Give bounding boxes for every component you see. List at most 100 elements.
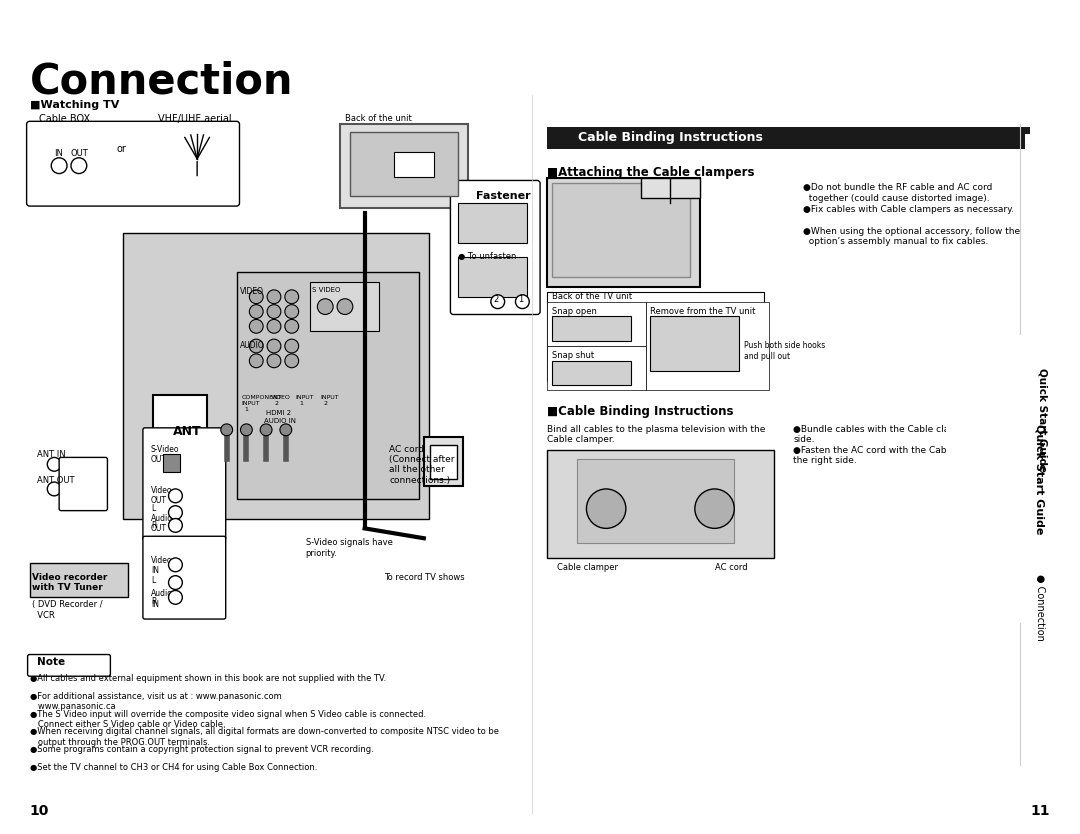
Circle shape	[285, 339, 299, 353]
Circle shape	[267, 354, 281, 368]
Text: Snap open: Snap open	[552, 307, 597, 315]
Text: Quick Start Guide: Quick Start Guide	[1038, 368, 1048, 472]
Bar	[546, 128, 1030, 149]
Bar	[552, 183, 690, 277]
Circle shape	[694, 489, 734, 529]
Circle shape	[267, 319, 281, 334]
Text: ■Attaching the Cable clampers: ■Attaching the Cable clampers	[546, 166, 755, 178]
FancyBboxPatch shape	[59, 457, 107, 510]
Circle shape	[168, 489, 183, 503]
Text: L: L	[151, 504, 156, 513]
Text: OUT: OUT	[71, 149, 89, 158]
Circle shape	[337, 299, 353, 314]
Circle shape	[249, 290, 264, 304]
FancyBboxPatch shape	[450, 180, 540, 314]
Text: Remove from the TV unit: Remove from the TV unit	[650, 307, 756, 315]
Bar	[650, 316, 739, 370]
Text: INPUT
  1: INPUT 1	[296, 395, 314, 406]
Bar	[123, 233, 429, 519]
Text: 10: 10	[29, 804, 49, 818]
Text: ■Watching TV: ■Watching TV	[29, 99, 119, 109]
Text: S VIDEO: S VIDEO	[312, 287, 341, 293]
Text: AC cord
(Connect after
all the other
connections.): AC cord (Connect after all the other con…	[389, 445, 455, 485]
Text: ANT IN: ANT IN	[38, 450, 66, 459]
Text: Fastener: Fastener	[476, 191, 530, 201]
Circle shape	[285, 304, 299, 319]
Text: ANT OUT: ANT OUT	[38, 476, 75, 485]
Text: ●Fix cables with Cable clampers as necessary.: ●Fix cables with Cable clampers as neces…	[804, 205, 1014, 214]
Text: Cable clamper: Cable clamper	[557, 563, 618, 572]
Text: HDMI 2: HDMI 2	[266, 410, 292, 416]
Text: ● To unfasten: ● To unfasten	[458, 253, 516, 261]
Text: Video
IN: Video IN	[151, 556, 173, 575]
Circle shape	[318, 299, 333, 314]
Bar	[640, 178, 700, 198]
FancyBboxPatch shape	[143, 428, 226, 540]
Text: 11: 11	[1030, 804, 1050, 818]
Text: VHF/UHF aerial: VHF/UHF aerial	[158, 114, 231, 124]
Circle shape	[267, 304, 281, 319]
Text: ●Bundle cables with the Cable clamper on the left
side.
●Fasten the AC cord with: ●Bundle cables with the Cable clamper on…	[794, 425, 1024, 465]
Text: INPUT
  2: INPUT 2	[321, 395, 339, 406]
Text: COMPONENT
INPUT
  1: COMPONENT INPUT 1	[242, 395, 282, 412]
Text: ●All cables and external equipment shown in this book are not supplied with the : ●All cables and external equipment shown…	[29, 674, 386, 683]
Bar	[546, 178, 700, 287]
Text: Cable Binding Instructions: Cable Binding Instructions	[578, 131, 762, 143]
Bar	[577, 460, 734, 543]
Text: Back of the TV unit: Back of the TV unit	[552, 292, 632, 301]
Text: Back of the unit: Back of the unit	[345, 114, 411, 123]
Text: Cable BOX: Cable BOX	[40, 114, 91, 124]
Bar	[423, 437, 463, 486]
Bar	[458, 258, 527, 297]
Circle shape	[168, 558, 183, 572]
FancyBboxPatch shape	[28, 655, 110, 676]
Bar	[152, 395, 207, 440]
Circle shape	[285, 319, 299, 334]
Text: ●For additional assistance, visit us at : www.panasonic.com
   www.panasonic.ca: ●For additional assistance, visit us at …	[29, 692, 281, 711]
Bar	[310, 282, 379, 331]
Text: R: R	[151, 521, 157, 530]
Text: ●Set the TV channel to CH3 or CH4 for using Cable Box Connection.: ●Set the TV channel to CH3 or CH4 for us…	[29, 763, 316, 772]
Text: R: R	[151, 597, 157, 606]
Text: 2: 2	[494, 295, 498, 304]
Bar	[546, 292, 764, 380]
Bar	[552, 361, 631, 385]
Circle shape	[285, 290, 299, 304]
Bar	[237, 272, 419, 499]
Text: S-Video signals have
priority.: S-Video signals have priority.	[306, 538, 392, 558]
Circle shape	[586, 489, 625, 529]
FancyBboxPatch shape	[27, 121, 240, 206]
Bar	[546, 302, 646, 346]
Text: Note: Note	[37, 656, 65, 666]
Circle shape	[220, 424, 232, 435]
Text: IN: IN	[54, 149, 63, 158]
Bar	[29, 563, 129, 597]
Circle shape	[260, 424, 272, 435]
Bar	[350, 132, 458, 196]
Circle shape	[168, 575, 183, 590]
Text: Video
OUT: Video OUT	[151, 486, 173, 505]
Text: Quick Start Guide: Quick Start Guide	[1035, 424, 1044, 535]
Text: ●When receiving digital channel signals, all digital formats are down-converted : ●When receiving digital channel signals,…	[29, 727, 499, 747]
Bar	[430, 445, 457, 479]
Text: ●Some programs contain a copyright protection signal to prevent VCR recording.: ●Some programs contain a copyright prote…	[29, 746, 374, 754]
Circle shape	[48, 457, 62, 471]
Circle shape	[48, 482, 62, 496]
Circle shape	[249, 319, 264, 334]
Circle shape	[515, 294, 529, 309]
Bar	[646, 302, 769, 390]
Text: Snap shut: Snap shut	[552, 351, 594, 360]
Circle shape	[241, 424, 253, 435]
Text: Push both side hooks
and pull out: Push both side hooks and pull out	[744, 341, 825, 360]
FancyBboxPatch shape	[143, 536, 226, 619]
Circle shape	[71, 158, 86, 173]
Text: S-Video
OUT: S-Video OUT	[151, 445, 179, 464]
Circle shape	[168, 590, 183, 605]
Text: ● Connection: ● Connection	[1035, 574, 1044, 641]
Text: ●When using the optional accessory, follow the
  option’s assembly manual to fix: ●When using the optional accessory, foll…	[804, 227, 1021, 246]
Circle shape	[249, 354, 264, 368]
Bar	[1025, 134, 1065, 824]
Circle shape	[285, 354, 299, 368]
Text: 1: 1	[517, 295, 523, 304]
Text: or: or	[117, 144, 126, 154]
